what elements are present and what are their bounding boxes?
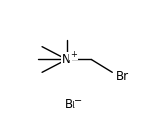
Text: −: − (74, 96, 83, 106)
Text: +: + (70, 50, 77, 59)
Text: N: N (62, 53, 71, 66)
Text: Br: Br (116, 70, 129, 83)
Text: Br: Br (65, 98, 78, 111)
